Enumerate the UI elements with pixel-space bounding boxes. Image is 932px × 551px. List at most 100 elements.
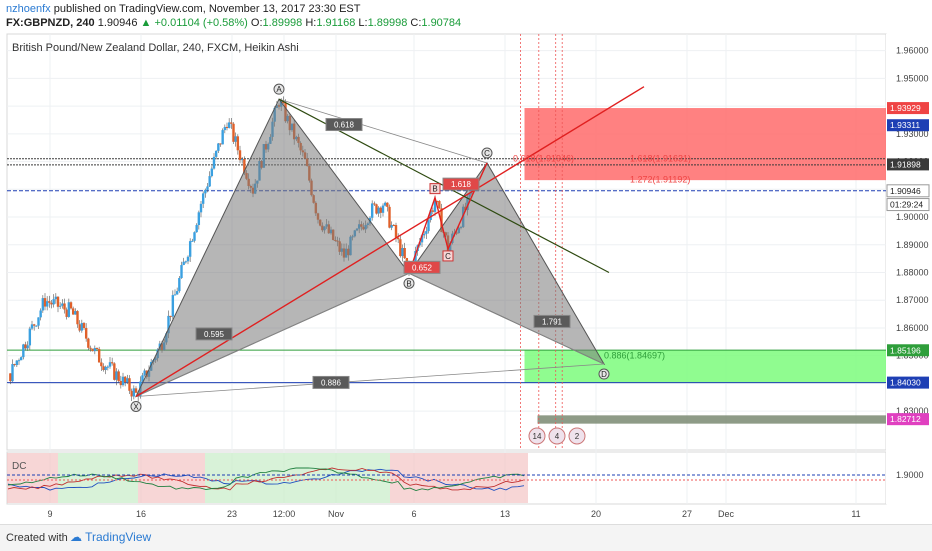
candle-body <box>115 371 118 380</box>
candle-body <box>24 344 27 349</box>
fib-level-label: 1.618(1.91631) <box>630 154 691 164</box>
candle-body <box>91 348 94 352</box>
x-tick-label: 16 <box>136 509 146 519</box>
candle-body <box>167 315 170 334</box>
pattern-point-label: B <box>406 279 411 288</box>
candle-body <box>50 302 53 305</box>
candle-body <box>392 224 396 226</box>
tradingview-logo-link[interactable]: ☁ TradingView <box>70 530 152 544</box>
price-tag <box>887 413 929 426</box>
ratio-line <box>135 272 410 397</box>
candle-body <box>186 256 190 262</box>
candle-body <box>201 193 205 204</box>
candle-body <box>175 291 179 295</box>
price-chart[interactable]: X A B C D B C 0.595 0.618 1.791 0.886 0.652 1.618 0.6… <box>0 0 932 524</box>
candle-body <box>130 390 133 397</box>
candle-body <box>212 156 216 169</box>
candle-body <box>227 122 231 129</box>
candle-body <box>379 207 383 213</box>
candle-body <box>431 210 435 212</box>
event-badge[interactable] <box>568 427 586 445</box>
candle-body <box>388 206 391 228</box>
y-tick-label: 1.90000 <box>896 212 929 222</box>
ratio-label-box <box>312 375 350 389</box>
candle-body <box>17 360 21 362</box>
y-tick-label: 1.96000 <box>896 46 929 56</box>
ratio-label-box <box>325 118 363 132</box>
indicator-line <box>7 467 525 491</box>
candle-body <box>123 376 127 383</box>
indicator-band <box>58 453 138 503</box>
ratio-label-box <box>442 177 480 191</box>
candle-body <box>104 366 107 371</box>
candle-body <box>9 373 12 382</box>
candle-body <box>45 301 49 307</box>
x-tick-label: 11 <box>851 509 860 519</box>
candle-body <box>178 278 181 292</box>
event-badge[interactable] <box>528 427 546 445</box>
ratio-line <box>278 98 488 164</box>
candle-body <box>171 295 175 317</box>
candle-body <box>80 323 84 331</box>
candle-body <box>390 224 393 228</box>
abcd-point-label: C <box>445 252 451 261</box>
ratio-label: 0.886 <box>321 378 342 387</box>
price-tag <box>887 158 929 171</box>
candle-body <box>381 205 385 213</box>
candle-body <box>188 241 192 257</box>
candle-body <box>243 158 246 173</box>
candle-body <box>89 347 92 349</box>
candle-body <box>69 302 73 309</box>
x-tick-label: Nov <box>328 509 345 519</box>
candle-body <box>110 362 114 364</box>
candle-body <box>71 308 75 315</box>
candle-body <box>414 251 417 267</box>
sell-zone <box>524 108 886 181</box>
pattern-point-label: A <box>276 85 282 94</box>
candle-body <box>208 176 211 187</box>
candle-body <box>197 212 201 226</box>
price-tag <box>887 119 929 132</box>
symbol-line: FX:GBPNZD, 240 1.90946 ▲ +0.01104 (+0.58… <box>6 17 461 29</box>
y-tick-label: 1.86000 <box>896 323 929 333</box>
price-tag-label: 01:29:24 <box>890 200 923 210</box>
event-badge[interactable] <box>548 427 566 445</box>
candle-body <box>26 345 29 349</box>
pattern-point-label: D <box>601 370 607 379</box>
candle-body <box>58 305 62 307</box>
ratio-label: 1.618 <box>451 180 472 189</box>
fib-level-label: 0.886(1.84697) <box>604 350 665 360</box>
price-tag-label: 1.93311 <box>890 120 920 130</box>
candle-body <box>230 122 233 124</box>
candle-body <box>401 248 404 257</box>
close-value: 1.90784 <box>421 17 462 29</box>
author-link[interactable]: nzhoenfx <box>6 3 51 15</box>
candle-body <box>54 296 58 300</box>
event-badge-count: 2 <box>575 432 580 441</box>
candle-body <box>375 204 378 214</box>
candle-body <box>383 202 387 206</box>
candle-body <box>48 301 51 303</box>
price-tag <box>887 376 929 389</box>
price-tag-label: 1.91898 <box>890 159 921 169</box>
price-tag <box>886 198 930 212</box>
candle-body <box>93 347 97 352</box>
candle-body <box>433 200 437 212</box>
candle-body <box>106 366 110 368</box>
x-tick-label: Dec <box>718 509 735 519</box>
ratio-label-box <box>195 327 233 341</box>
candle-body <box>206 186 209 190</box>
published-text: published on TradingView.com, November 1… <box>53 3 361 15</box>
price-tag-label: 1.85196 <box>890 345 921 355</box>
candle-body <box>65 309 68 317</box>
x-tick-label: 20 <box>591 509 601 519</box>
candle-body <box>61 303 64 306</box>
pattern-point-marker <box>598 368 610 380</box>
ratio-label: 0.652 <box>412 263 433 272</box>
candle-body <box>405 258 409 263</box>
pattern-point-marker <box>130 400 142 412</box>
publish-line: nzhoenfx published on TradingView.com, N… <box>6 3 360 15</box>
candle-body <box>108 362 112 367</box>
candle-body <box>134 388 138 393</box>
candle-body <box>225 126 229 129</box>
